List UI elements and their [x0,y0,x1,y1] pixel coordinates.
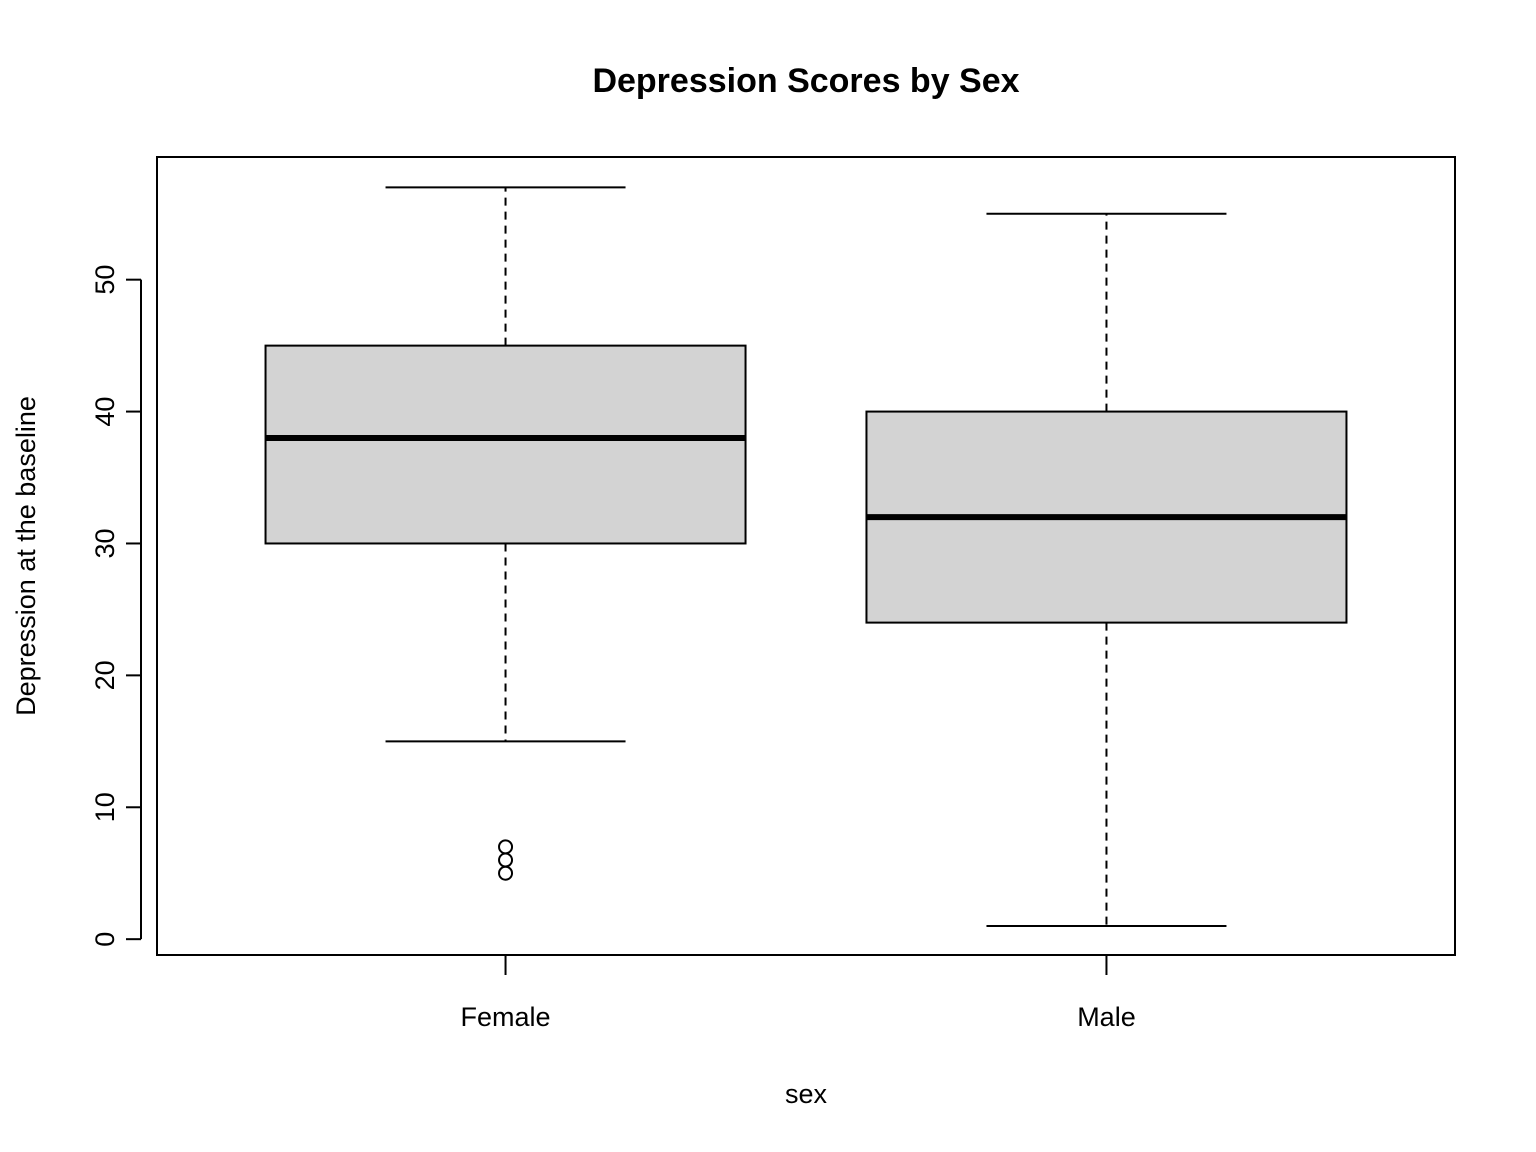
plot-frame [156,156,1456,956]
boxes [264,186,1348,927]
y-axis: 0 10 20 30 40 50 [90,265,142,947]
chart-title: Depression Scores by Sex [592,62,1019,100]
outlier-point [498,852,514,868]
y-tick-label: 10 [90,792,120,822]
x-tick-label: Female [461,1002,551,1032]
y-tick-label: 20 [90,660,120,690]
x-tick-label: Male [1077,1002,1136,1032]
outlier-point [498,865,514,881]
box-male [865,212,1348,927]
outlier-point [498,839,514,855]
y-tick-label: 40 [90,397,120,427]
y-axis-title: Depression at the baseline [11,396,41,716]
y-tick-label: 0 [90,932,120,947]
y-tick-label: 30 [90,528,120,558]
x-axis-title: sex [785,1079,828,1109]
y-tick-label: 50 [90,265,120,295]
x-axis: Female Male [461,955,1136,1032]
box-female [264,186,747,881]
iqr-box [264,344,747,545]
